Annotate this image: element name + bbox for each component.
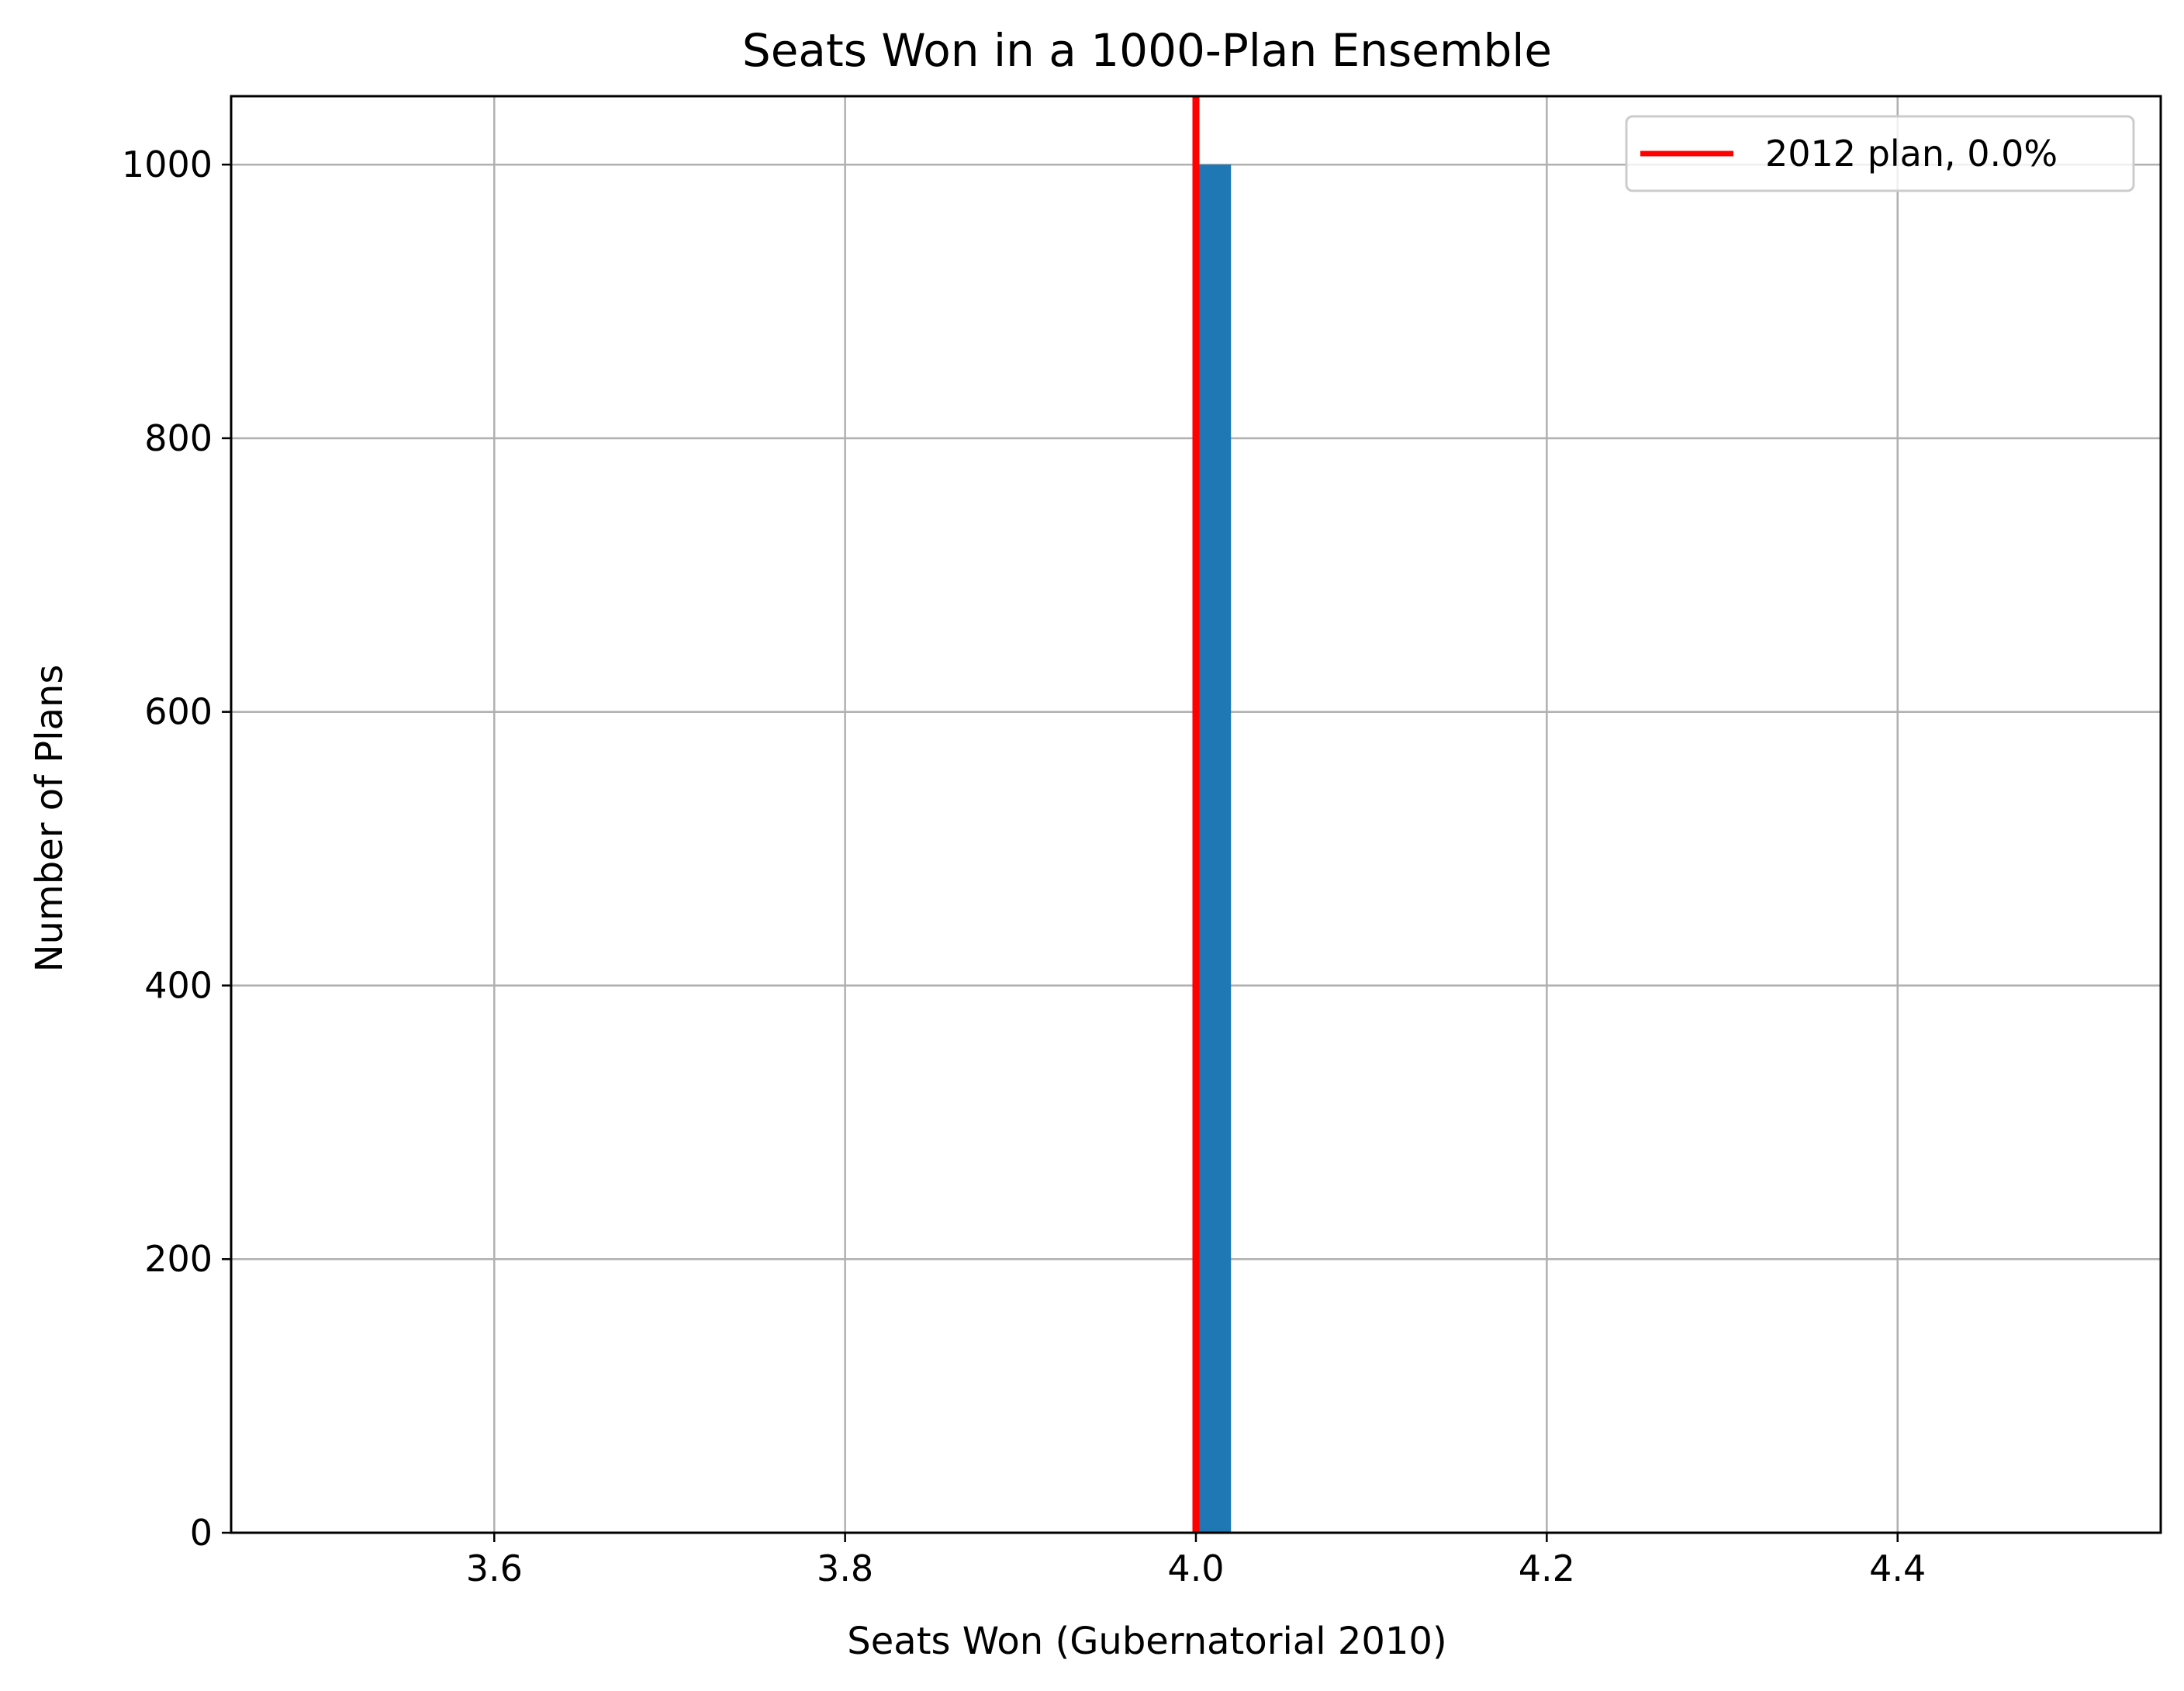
- x-axis-ticks: 3.6 3.8 4.0 4.2 4.4: [466, 1533, 1926, 1589]
- x-tick-label: 4.2: [1519, 1547, 1575, 1589]
- y-axis-label: Number of Plans: [28, 665, 71, 973]
- y-tick-label: 600: [144, 691, 213, 733]
- y-axis-ticks: 0 200 400 600 800 1000: [122, 144, 231, 1554]
- histogram-bar: [1196, 164, 1232, 1534]
- chart-title: Seats Won in a 1000-Plan Ensemble: [742, 24, 1552, 77]
- legend: 2012 plan, 0.0%: [1625, 115, 2135, 192]
- x-tick-label: 3.8: [817, 1547, 873, 1589]
- y-tick-label: 0: [190, 1512, 213, 1554]
- x-tick-label: 4.4: [1869, 1547, 1926, 1589]
- y-tick-label: 1000: [122, 144, 213, 185]
- histogram-bars: [1196, 164, 1232, 1534]
- y-tick-label: 400: [144, 964, 213, 1006]
- legend-label: 2012 plan, 0.0%: [1765, 133, 2058, 175]
- y-tick-label: 800: [144, 417, 213, 459]
- legend-box: [1625, 115, 2135, 192]
- x-tick-label: 4.0: [1167, 1547, 1224, 1589]
- y-tick-label: 200: [144, 1238, 213, 1280]
- x-axis-label: Seats Won (Gubernatorial 2010): [847, 1620, 1446, 1663]
- x-tick-label: 3.6: [466, 1547, 523, 1589]
